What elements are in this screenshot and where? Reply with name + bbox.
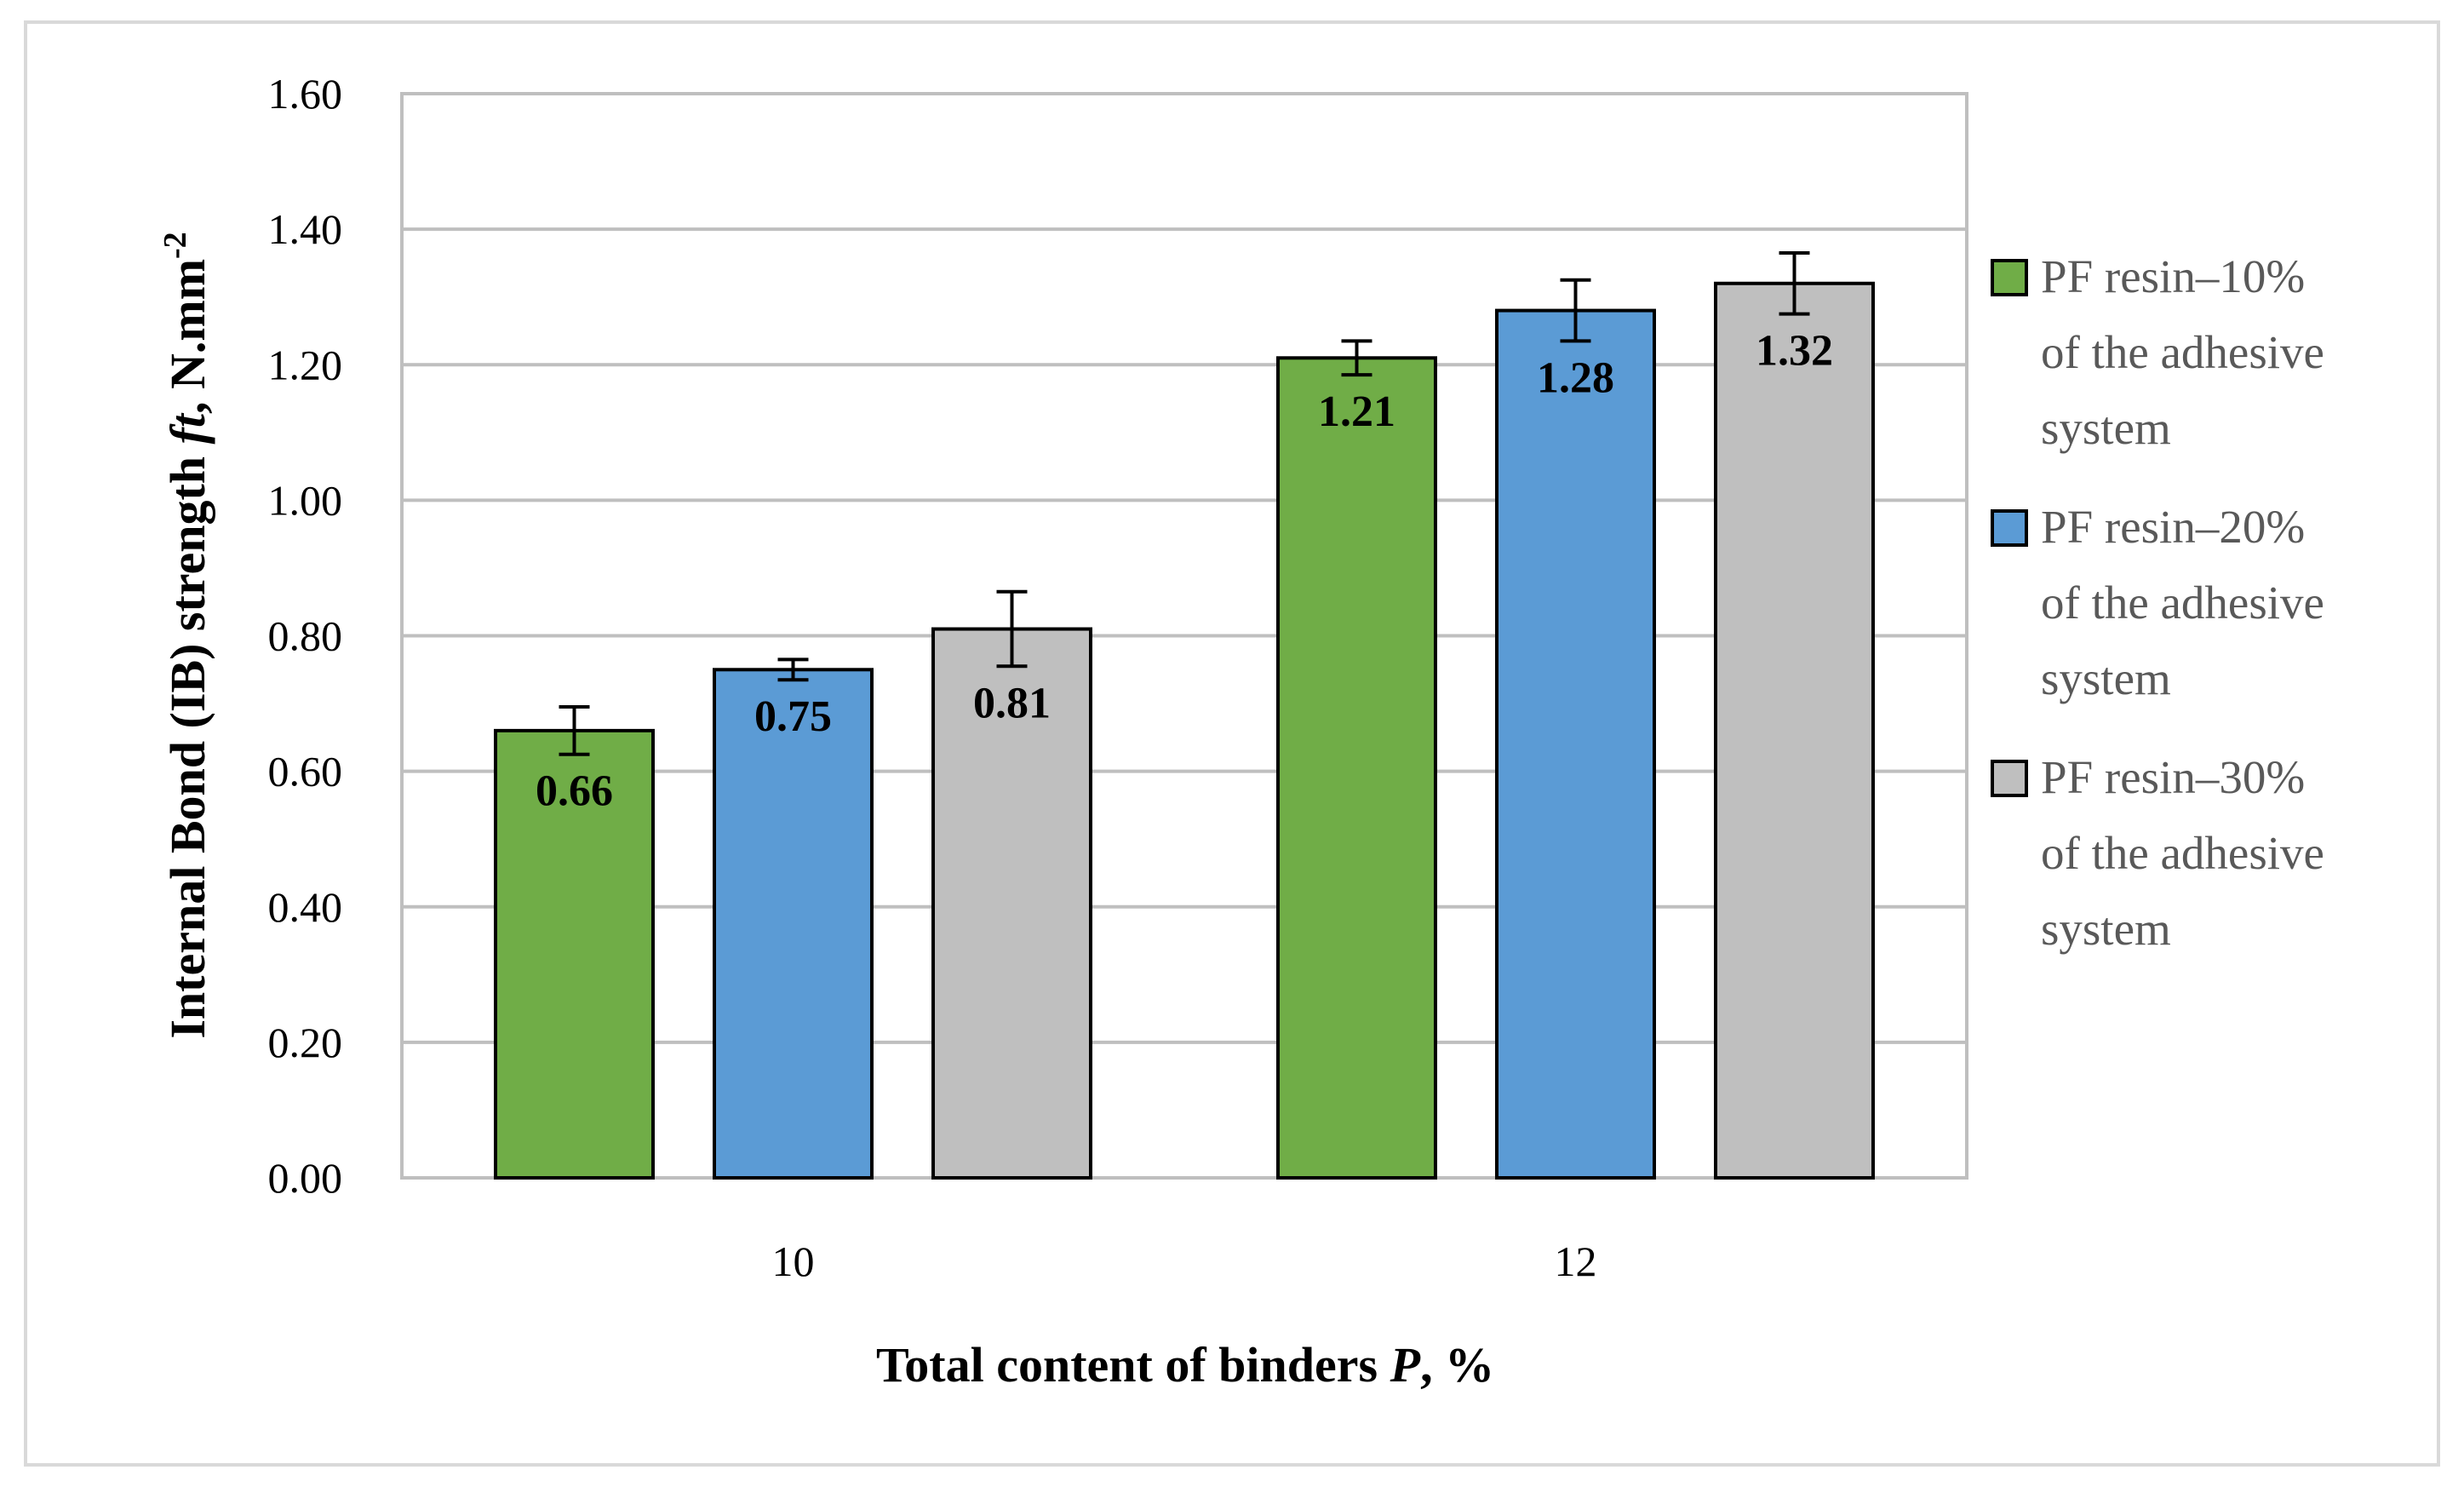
y-tick-labels: 0.00 0.20 0.40 0.60 0.80 1.00 1.20 1.40 1.60 (268, 70, 343, 1202)
y-tick-label: 1.60 (268, 70, 343, 118)
data-label: 0.81 (973, 679, 1051, 727)
y-axis-title-main: Internal Bond (IB) strength (160, 444, 215, 1038)
gridlines (402, 227, 1967, 1044)
x-tick-labels: 10 12 (772, 1237, 1597, 1285)
bar (494, 728, 655, 1180)
bars: 0.66 0.75 0.81 1.21 1.28 1.32 (494, 250, 1875, 1180)
y-tick-label: 0.60 (268, 748, 343, 795)
y-tick-label: 0.00 (268, 1154, 343, 1202)
data-label: 0.66 (536, 767, 613, 816)
y-axis-title-variable: ft (160, 412, 215, 444)
data-label: 0.75 (754, 692, 832, 741)
x-axis-title-variable: P (1390, 1337, 1421, 1392)
y-tick-label: 1.00 (268, 476, 343, 524)
bar (1495, 308, 1656, 1180)
y-axis-title-exponent: -2 (158, 232, 193, 259)
legend-label: system (2041, 402, 2171, 454)
y-axis-title: Internal Bond (IB) strength ft, N.mm-2 (158, 232, 215, 1038)
x-axis-title-main: Total content of binders (876, 1337, 1390, 1392)
legend-swatch (1991, 259, 2028, 296)
legend-label: of the adhesive (2041, 326, 2324, 378)
bar (931, 627, 1092, 1180)
legend-label: PF resin–20% (2041, 501, 2305, 553)
bar (1714, 281, 1875, 1180)
legend-swatch (1991, 760, 2028, 797)
legend-label: of the adhesive (2041, 577, 2324, 629)
legend-label: PF resin–10% (2041, 250, 2305, 302)
legend-label: PF resin–30% (2041, 751, 2305, 803)
bar (1276, 356, 1437, 1180)
data-label: 1.32 (1756, 327, 1833, 376)
x-axis-title-unit: , % (1420, 1337, 1494, 1392)
y-axis-title-unit: , N.mm (160, 259, 215, 414)
y-tick-label: 1.40 (268, 205, 343, 253)
legend: PF resin–10% of the adhesive system PF resi… (1991, 250, 2324, 955)
data-label: 1.28 (1537, 353, 1614, 402)
y-tick-label: 0.40 (268, 883, 343, 931)
x-axis-title: Total content of binders P, % (876, 1337, 1494, 1392)
y-tick-label: 0.80 (268, 612, 343, 660)
data-label: 1.21 (1318, 388, 1395, 436)
legend-label: of the adhesive (2041, 827, 2324, 879)
legend-label: system (2041, 652, 2171, 704)
x-tick-label: 10 (772, 1237, 815, 1285)
y-tick-label: 1.20 (268, 341, 343, 388)
bar (713, 668, 874, 1180)
legend-swatch (1991, 509, 2028, 547)
legend-label: system (2041, 903, 2171, 955)
x-tick-label: 12 (1555, 1237, 1597, 1285)
y-tick-label: 0.20 (268, 1019, 343, 1066)
